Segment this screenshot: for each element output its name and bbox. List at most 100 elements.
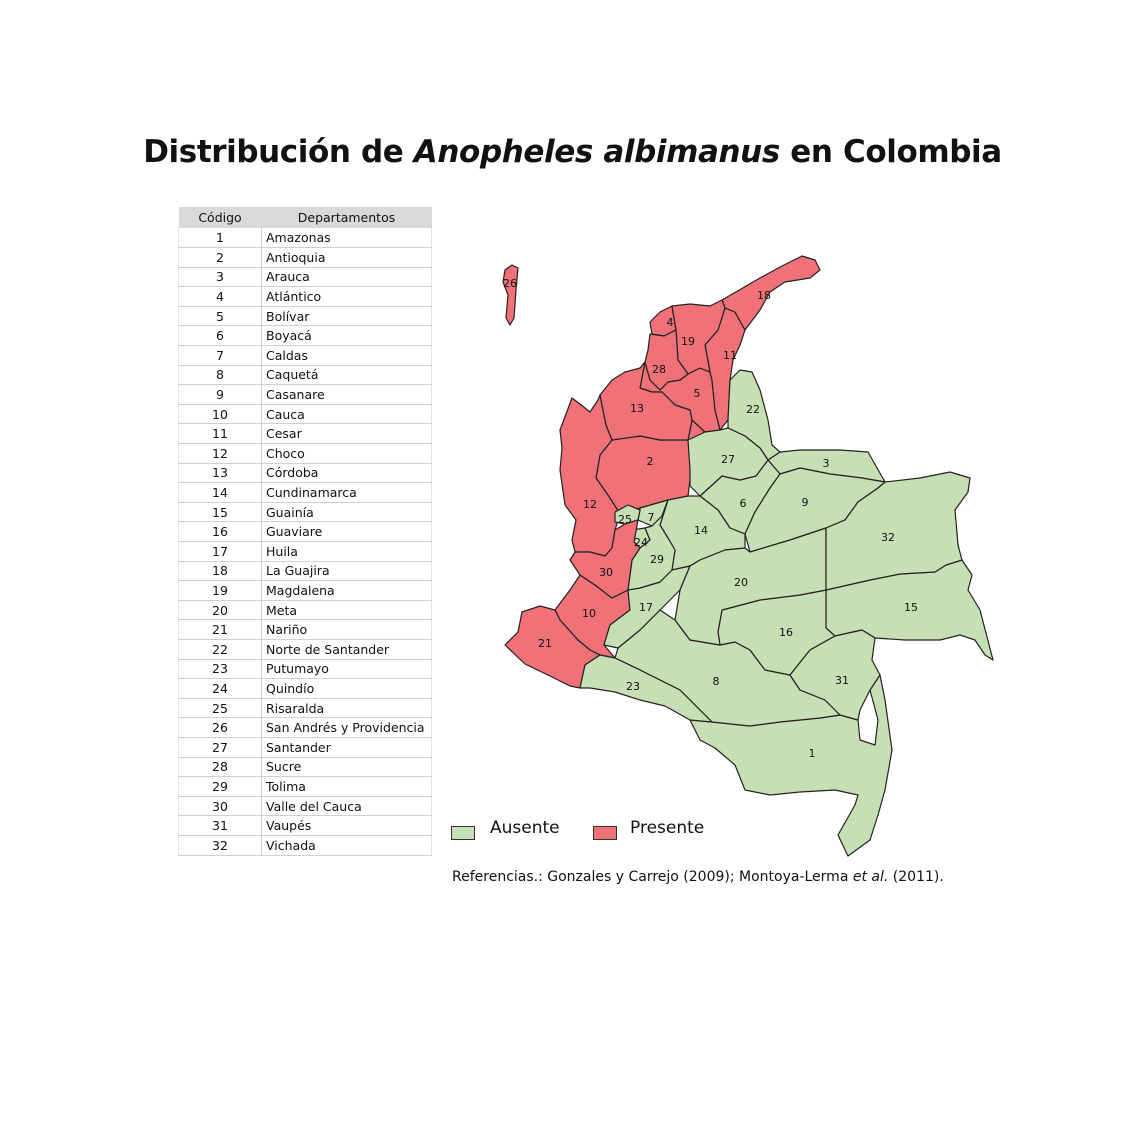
row-department: Guainía [261,502,432,523]
table-body: 1 Amazonas 2 Antioquia 3 Arauca 4 Atlántico 5 Bol… [178,228,432,856]
row-code: 21 [178,619,262,640]
department-label-20: 20 [734,576,748,589]
table-row: 19 Magdalena [178,580,432,601]
department-18 [721,255,821,331]
department-28 [644,329,689,391]
department-label-26: 26 [503,277,517,290]
department-label-16: 16 [779,626,793,639]
row-department: Meta [261,600,432,621]
references-etal: et al. [852,869,889,885]
department-label-18: 18 [757,289,771,302]
department-code-table: Código Departamentos 1 Amazonas 2 Antioquia… [178,207,432,856]
row-code: 1 [178,228,262,249]
header-department: Departamentos [261,207,432,228]
row-department: Córdoba [261,463,432,484]
table-row: 12 Choco [178,443,432,464]
department-label-14: 14 [694,524,708,537]
department-30 [569,519,641,599]
row-code: 22 [178,639,262,660]
department-13 [599,361,693,441]
department-32 [825,471,971,591]
row-department: Amazonas [261,228,432,249]
row-code: 13 [178,463,262,484]
department-21 [504,605,601,689]
row-department: Santander [261,737,432,758]
row-department: Risaralda [261,698,432,719]
table-row: 18 La Guajira [178,561,432,582]
row-code: 2 [178,247,262,268]
department-label-11: 11 [723,349,737,362]
row-code: 11 [178,423,262,445]
row-department: Cesar [261,423,432,445]
department-label-21: 21 [538,637,552,650]
table-row: 25 Risaralda [178,698,432,719]
department-label-9: 9 [802,496,809,509]
table-row: 2 Antioquia [178,247,432,268]
header-code: Código [178,207,262,228]
row-department: Tolima [261,776,432,797]
department-label-3: 3 [823,457,830,470]
row-department: Caquetá [261,365,432,386]
row-code: 6 [178,325,262,347]
table-row: 10 Cauca [178,404,432,425]
table-row: 20 Meta [178,600,432,621]
table-row: 17 Huila [178,541,432,562]
table-row: 16 Guaviare [178,521,432,542]
department-27 [687,427,769,497]
row-code: 28 [178,757,262,778]
row-department: Boyacá [261,325,432,347]
department-label-24: 24 [634,536,648,549]
department-label-25: 25 [618,513,632,526]
row-code: 27 [178,737,262,758]
department-label-19: 19 [681,335,695,348]
department-20 [674,527,827,646]
row-code: 24 [178,678,262,699]
table-row: 23 Putumayo [178,659,432,680]
row-code: 19 [178,580,262,601]
row-department: Guaviare [261,521,432,542]
row-code: 10 [178,404,262,425]
department-label-15: 15 [904,601,918,614]
references-note: Referencias.: Gonzales y Carrejo (2009);… [452,869,944,885]
row-department: Casanare [261,384,432,405]
department-labels: 12 34567891011121314151617181920212223242… [503,277,918,760]
department-label-10: 10 [582,607,596,620]
row-code: 5 [178,306,262,327]
department-label-31: 31 [835,674,849,687]
references-text: Referencias.: Gonzales y Carrejo (2009);… [452,869,853,885]
row-code: 15 [178,502,262,523]
row-code: 17 [178,541,262,562]
department-23 [579,654,713,723]
row-department: Valle del Cauca [261,796,432,817]
table-row: 8 Caquetá [178,365,432,386]
row-department: La Guajira [261,561,432,582]
legend-swatch-absent [451,826,475,840]
row-code: 32 [178,835,262,856]
table-header-row: Código Departamentos [178,207,432,228]
row-code: 8 [178,365,262,386]
table-row: 31 Vaupés [178,815,432,836]
row-code: 20 [178,600,262,621]
table-row: 3 Arauca [178,267,432,288]
row-department: Norte de Santander [261,639,432,660]
department-label-2: 2 [647,455,654,468]
legend-swatch-present [593,826,617,840]
department-label-30: 30 [599,566,613,579]
department-label-23: 23 [626,680,640,693]
table-row: 22 Norte de Santander [178,639,432,660]
table-row: 1 Amazonas [178,228,432,249]
table-row: 13 Córdoba [178,463,432,484]
department-label-12: 12 [583,498,597,511]
department-label-1: 1 [809,747,816,760]
row-code: 26 [178,717,262,738]
row-code: 7 [178,345,262,366]
department-label-29: 29 [650,553,664,566]
row-department: Vichada [261,835,432,856]
row-department: Magdalena [261,580,432,601]
row-department: Sucre [261,757,432,778]
title-text-before: Distribución de [143,134,414,170]
table-row: 7 Caldas [178,345,432,366]
table-row: 15 Guainía [178,502,432,523]
table-row: 14 Cundinamarca [178,482,432,503]
table-row: 29 Tolima [178,776,432,797]
